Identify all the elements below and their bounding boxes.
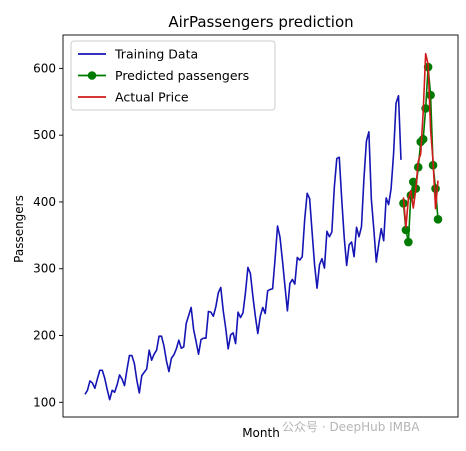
y-tick-label: 100 (33, 395, 56, 409)
watermark-text: 公众号 · DeepHub IMBA (282, 418, 419, 435)
predicted-point (419, 135, 428, 144)
y-tick-label: 400 (33, 195, 56, 209)
legend-label: Training Data (114, 47, 198, 62)
legend-label: Actual Price (115, 90, 189, 105)
chart-title: AirPassengers prediction (168, 13, 353, 31)
y-axis-label: Passengers (12, 195, 26, 263)
y-tick-label: 500 (33, 128, 56, 142)
training-data-line (85, 96, 401, 400)
y-tick-label: 600 (33, 61, 56, 75)
predicted-point (404, 238, 413, 247)
legend: Training Data Predicted passengers Actual … (71, 41, 275, 110)
legend-label: Predicted passengers (115, 68, 249, 83)
y-axis-ticks: 100 200 300 400 500 600 (33, 61, 63, 409)
predicted-point (426, 91, 435, 100)
predicted-point (434, 215, 443, 224)
legend-marker (88, 71, 97, 80)
predicted-point (431, 184, 440, 193)
y-tick-label: 200 (33, 329, 56, 343)
y-tick-label: 300 (33, 262, 56, 276)
x-axis-label: Month (242, 426, 280, 440)
